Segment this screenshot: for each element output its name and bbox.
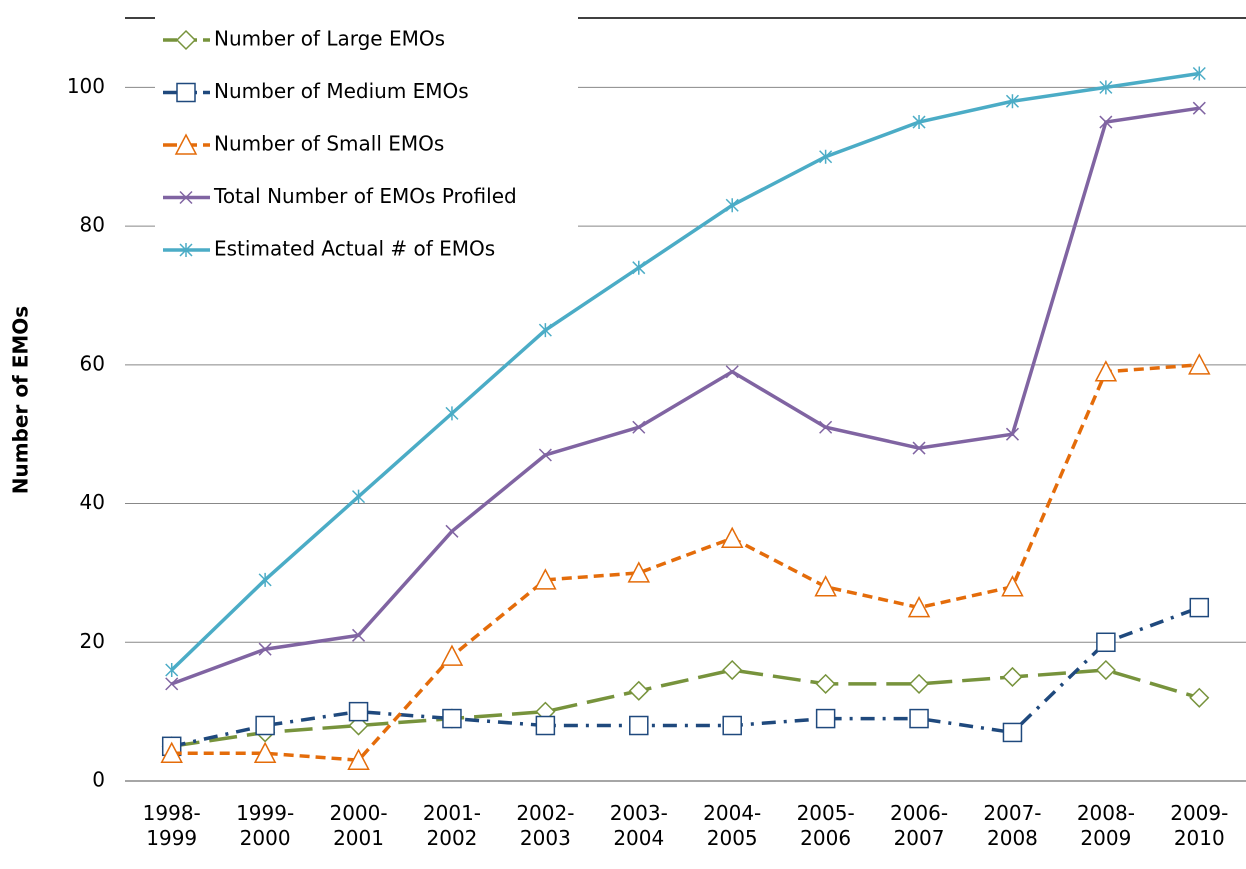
x-tick-label: 2002-2003 (516, 801, 574, 850)
marker (1099, 80, 1113, 95)
series-line (171, 668, 1200, 749)
x-tick-label: 2005-2006 (797, 801, 855, 850)
marker (176, 82, 196, 103)
marker (258, 572, 272, 587)
legend-label: Number of Medium EMOs (214, 79, 469, 103)
marker (909, 708, 929, 729)
x-tick-label: 2006-2007 (890, 801, 948, 850)
y-axis-label: Number of EMOs (9, 306, 33, 494)
marker (725, 198, 739, 213)
marker (912, 115, 926, 130)
marker (722, 659, 743, 681)
legend-label: Number of Small EMOs (214, 132, 444, 156)
marker (445, 524, 459, 538)
marker (1189, 687, 1210, 708)
series-line (170, 71, 1200, 672)
y-tick-label: 60 (80, 351, 105, 375)
marker (255, 715, 275, 736)
marker (815, 708, 836, 729)
x-tick-label: 1999-2000 (236, 801, 294, 850)
marker (815, 673, 836, 694)
series-line (171, 106, 1200, 686)
marker (720, 526, 744, 548)
legend-box (155, 10, 578, 270)
marker (165, 663, 179, 678)
x-tick-label: 2004-2005 (703, 801, 761, 850)
marker (538, 323, 552, 338)
series-line (171, 605, 1200, 749)
marker (908, 673, 930, 694)
marker (535, 715, 556, 736)
x-tick-label: 2008-2009 (1077, 801, 1135, 850)
marker (179, 243, 193, 257)
x-tick-label: 2009-2010 (1170, 801, 1228, 850)
marker (534, 568, 557, 590)
legend-label: Estimated Actual # of EMOs (214, 237, 495, 261)
marker (440, 644, 464, 666)
marker (1095, 659, 1116, 681)
x-tick-label: 2000-2001 (329, 801, 387, 850)
marker (819, 149, 833, 164)
legend: Number of Large EMOs Number of Medium EMO… (155, 10, 578, 270)
marker (1188, 353, 1211, 375)
y-tick-label: 20 (80, 629, 105, 653)
x-tick-label: 2001-2002 (423, 801, 481, 850)
y-tick-label: 80 (80, 213, 105, 237)
marker (722, 715, 742, 736)
marker (348, 701, 369, 722)
marker (445, 406, 459, 421)
marker (442, 708, 462, 729)
legend-label: Total Number of EMOs Profiled (213, 184, 517, 208)
marker (1005, 94, 1019, 109)
marker (179, 190, 193, 205)
marker (1192, 101, 1206, 115)
y-tick-label: 40 (80, 490, 105, 514)
marker (1005, 427, 1019, 441)
marker (538, 448, 552, 462)
marker (160, 741, 183, 764)
y-tick-label: 100 (67, 74, 105, 98)
legend-label: Number of Large EMOs (214, 27, 445, 51)
marker (628, 680, 649, 701)
marker (814, 575, 837, 597)
y-tick-label: 0 (92, 768, 105, 792)
marker (725, 365, 739, 379)
marker (175, 29, 197, 51)
x-tick-label: 1998-1999 (143, 801, 201, 850)
marker (347, 748, 370, 770)
marker (1002, 666, 1023, 688)
marker (912, 441, 926, 455)
marker (165, 677, 179, 691)
series-line (171, 363, 1200, 762)
marker (258, 642, 272, 656)
marker (627, 561, 651, 583)
marker (1002, 722, 1023, 743)
marker (1099, 115, 1113, 129)
x-tick-label: 2003-2004 (610, 801, 668, 850)
marker (907, 595, 931, 618)
x-tick-label: 2007-2008 (983, 801, 1041, 850)
marker (632, 260, 646, 275)
marker (1192, 66, 1206, 81)
marker (352, 628, 366, 642)
marker (1096, 632, 1116, 653)
marker (1001, 575, 1024, 597)
marker (253, 741, 277, 764)
marker (632, 420, 646, 434)
marker (1189, 597, 1210, 618)
marker (174, 133, 198, 155)
marker (629, 715, 649, 736)
marker (352, 489, 366, 504)
marker (1094, 360, 1118, 382)
marker (819, 420, 833, 434)
